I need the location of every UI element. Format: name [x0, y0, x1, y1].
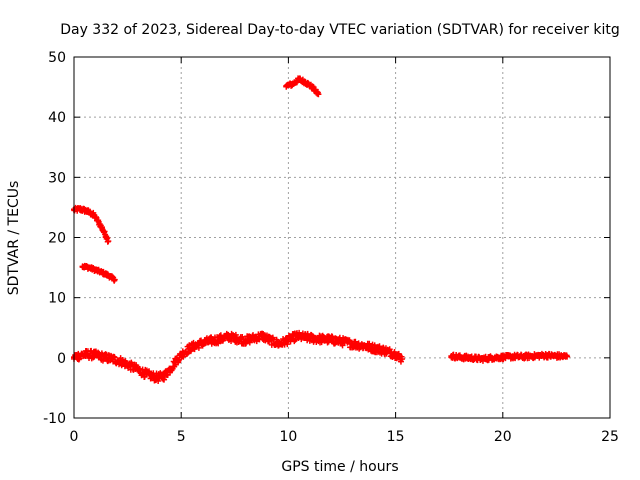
x-tick-label: 25 [601, 429, 619, 445]
data-point [141, 373, 148, 380]
x-tick-label: 10 [279, 429, 297, 445]
x-tick-label: 5 [177, 429, 186, 445]
y-tick-label: 30 [48, 170, 66, 186]
series-track-high-11h [283, 75, 322, 98]
y-tick-label: 20 [48, 231, 66, 247]
data-point [155, 378, 162, 385]
x-tick-label: 0 [70, 429, 79, 445]
data-point [161, 376, 168, 383]
data-point [324, 339, 331, 346]
y-tick-label: 50 [48, 50, 66, 66]
data-point [232, 331, 239, 338]
y-axis-label: SDTVAR / TECUs [6, 181, 22, 296]
data-point [104, 238, 111, 245]
y-tick-label: 0 [57, 351, 66, 367]
y-tick-label: 40 [48, 110, 66, 126]
data-point [563, 352, 570, 359]
series-track-evening [448, 350, 571, 364]
data-point [90, 354, 97, 361]
data-point [111, 277, 118, 284]
data-point [398, 353, 405, 360]
plot-frame [73, 56, 611, 419]
data-point [184, 350, 191, 357]
data-point [346, 337, 353, 344]
y-tick-label: 10 [48, 291, 66, 307]
series-track-high-start [71, 204, 112, 245]
chart-title: Day 332 of 2023, Sidereal Day-to-day VTE… [60, 22, 620, 38]
x-axis-label: GPS time / hours [281, 459, 398, 475]
grid [74, 57, 610, 418]
series-track-mid-start [79, 262, 118, 284]
series-track-main [71, 329, 406, 385]
x-tick-label: 15 [387, 429, 405, 445]
x-tick-label: 20 [494, 429, 512, 445]
data-point [314, 89, 321, 96]
y-tick-label: -10 [43, 411, 66, 427]
data-points [71, 75, 571, 385]
